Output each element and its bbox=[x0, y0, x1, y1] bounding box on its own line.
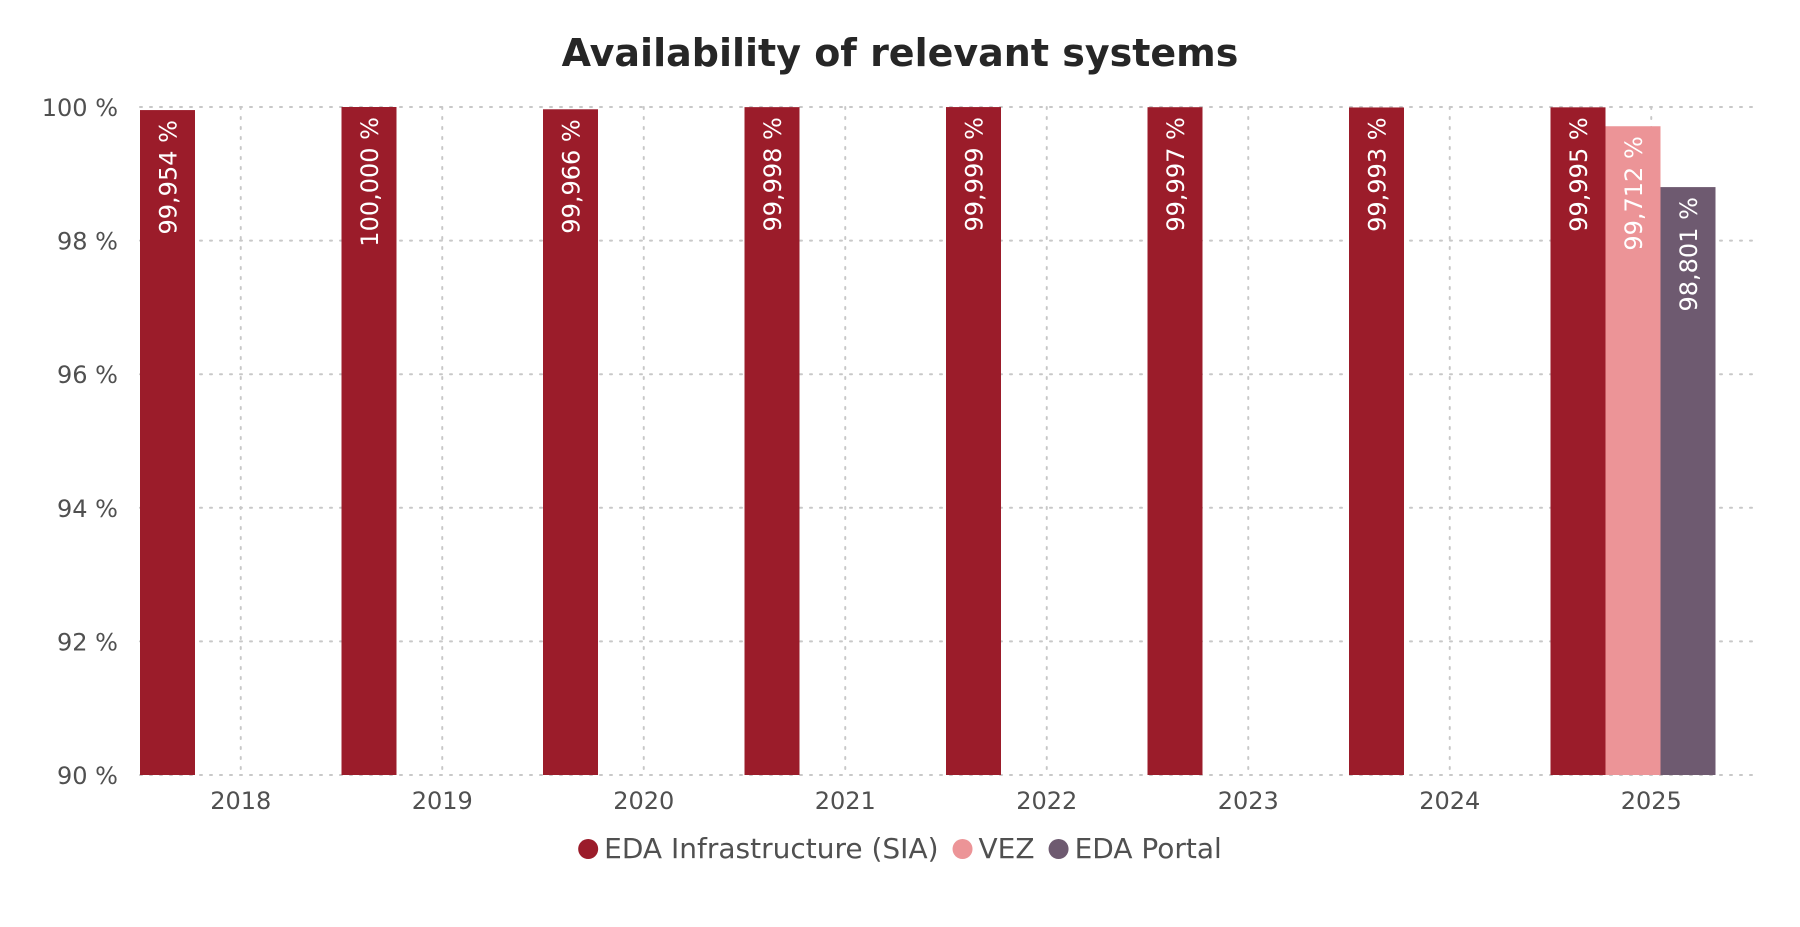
data-label: 98,801 % bbox=[1675, 197, 1703, 311]
bar bbox=[1147, 107, 1203, 776]
y-tick-label: 100 % bbox=[42, 94, 118, 122]
bar bbox=[140, 110, 195, 775]
bar bbox=[543, 109, 598, 776]
data-label: 99,993 % bbox=[1364, 117, 1392, 231]
bar bbox=[1660, 187, 1716, 775]
y-tick-label: 94 % bbox=[57, 495, 118, 523]
legend-label: VEZ bbox=[979, 832, 1035, 865]
x-tick-label: 2020 bbox=[613, 787, 674, 815]
legend-label: EDA Portal bbox=[1075, 832, 1222, 865]
legend-marker bbox=[578, 839, 599, 859]
x-tick-label: 2018 bbox=[210, 787, 271, 815]
x-tick-label: 2021 bbox=[815, 787, 876, 815]
bar bbox=[1605, 126, 1661, 775]
bar bbox=[744, 107, 800, 775]
x-tick-label: 2019 bbox=[412, 787, 473, 815]
data-label: 99,995 % bbox=[1565, 117, 1593, 231]
x-tick-label: 2025 bbox=[1621, 787, 1682, 815]
x-tick-label: 2022 bbox=[1016, 787, 1077, 815]
bar bbox=[946, 107, 1001, 776]
x-axis: 2018 2019 2020 2021 2022 2023 2024 2025 bbox=[210, 787, 1682, 815]
x-tick-label: 2023 bbox=[1218, 787, 1279, 815]
data-label: 99,997 % bbox=[1162, 117, 1190, 231]
data-label: 99,954 % bbox=[155, 120, 183, 234]
bar bbox=[1550, 107, 1606, 776]
data-label: 99,966 % bbox=[558, 119, 586, 233]
y-tick-label: 90 % bbox=[57, 762, 118, 790]
bar bbox=[1349, 107, 1404, 776]
x-tick-label: 2024 bbox=[1419, 787, 1480, 815]
bar bbox=[341, 107, 397, 775]
legend-marker bbox=[1048, 839, 1069, 859]
data-label: 99,998 % bbox=[759, 117, 787, 231]
y-axis: 90 % 92 % 94 % 96 % 98 % 100 % bbox=[42, 94, 118, 790]
data-label: 99,999 % bbox=[961, 117, 989, 231]
y-tick-label: 98 % bbox=[57, 228, 118, 256]
legend: EDA Infrastructure (SIA) VEZ EDA Portal bbox=[578, 832, 1222, 865]
legend-label: EDA Infrastructure (SIA) bbox=[604, 832, 938, 865]
legend-marker bbox=[952, 839, 973, 859]
bars: 99,954 % 100,000 % 99,966 % 99,998 % 99,999 … bbox=[140, 107, 1716, 776]
data-label: 100,000 % bbox=[356, 117, 384, 247]
data-label: 99,712 % bbox=[1620, 136, 1648, 250]
y-tick-label: 92 % bbox=[57, 628, 118, 656]
chart-title: Availability of relevant systems bbox=[562, 31, 1239, 75]
y-tick-label: 96 % bbox=[57, 361, 118, 389]
